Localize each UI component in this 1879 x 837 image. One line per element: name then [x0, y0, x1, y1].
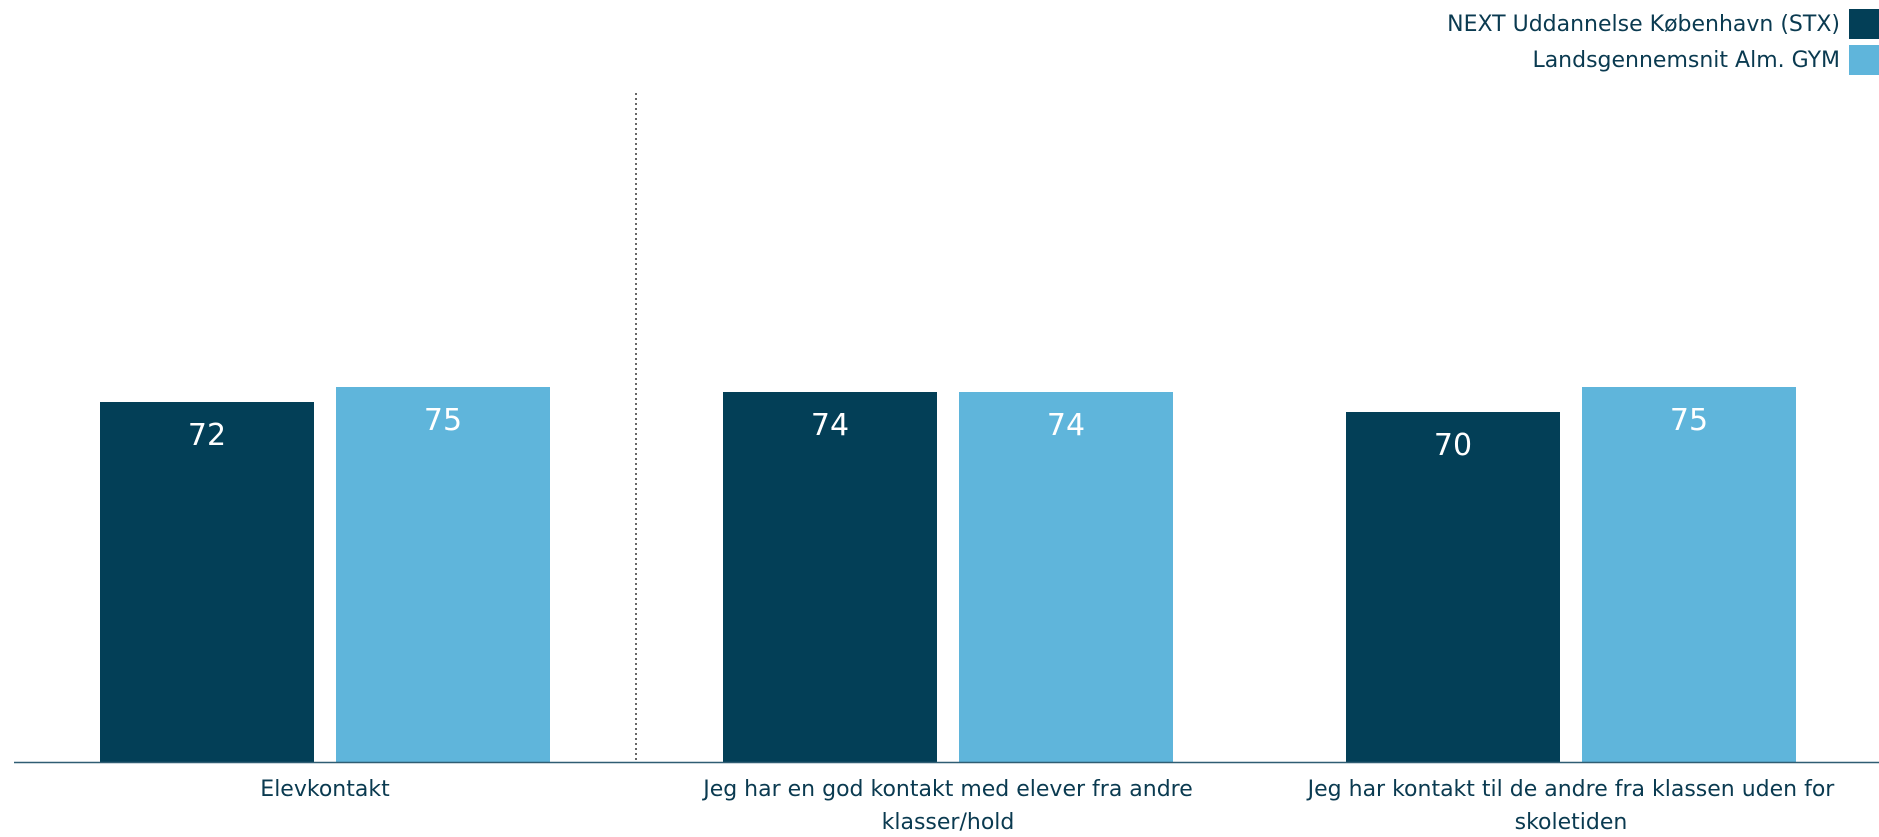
category-label-2-line-1: skoletiden — [1515, 810, 1628, 835]
value-label-next-2: 70 — [1434, 428, 1472, 463]
legend: NEXT Uddannelse København (STX) Landsgen… — [1447, 9, 1879, 82]
legend-label-next: NEXT Uddannelse København (STX) — [1447, 11, 1840, 37]
category-label-0-line-0: Elevkontakt — [260, 777, 390, 802]
bar-landsgennemsnit-1 — [959, 392, 1173, 762]
bar-next-2 — [1346, 412, 1560, 762]
bars-group — [100, 387, 1796, 762]
legend-item-next: NEXT Uddannelse København (STX) — [1447, 9, 1879, 39]
value-label-next-0: 72 — [188, 418, 226, 453]
category-label-1: Jeg har en god kontakt med elever fra an… — [701, 777, 1193, 835]
value-label-landsgennemsnit-1: 74 — [1047, 408, 1085, 443]
bar-next-1 — [723, 392, 937, 762]
category-labels-group: Elevkontakt Jeg har en god kontakt med el… — [260, 777, 1835, 835]
value-labels-group: 72 75 74 74 70 75 — [188, 403, 1708, 463]
value-label-landsgennemsnit-2: 75 — [1670, 403, 1708, 438]
legend-swatch-next — [1849, 9, 1879, 39]
legend-swatch-landsgennemsnit — [1849, 45, 1879, 75]
legend-item-landsgennemsnit: Landsgennemsnit Alm. GYM — [1447, 45, 1879, 75]
bar-landsgennemsnit-0 — [336, 387, 550, 762]
bar-next-0 — [100, 402, 314, 762]
category-label-2-line-0: Jeg har kontakt til de andre fra klassen… — [1306, 777, 1836, 802]
value-label-landsgennemsnit-0: 75 — [424, 403, 462, 438]
value-label-next-1: 74 — [811, 408, 849, 443]
category-label-1-line-0: Jeg har en god kontakt med elever fra an… — [701, 777, 1193, 802]
category-label-0: Elevkontakt — [260, 777, 390, 802]
category-label-2: Jeg har kontakt til de andre fra klassen… — [1306, 777, 1836, 835]
legend-label-landsgennemsnit: Landsgennemsnit Alm. GYM — [1532, 47, 1840, 73]
category-label-1-line-1: klasser/hold — [882, 810, 1015, 835]
bar-landsgennemsnit-2 — [1582, 387, 1796, 762]
